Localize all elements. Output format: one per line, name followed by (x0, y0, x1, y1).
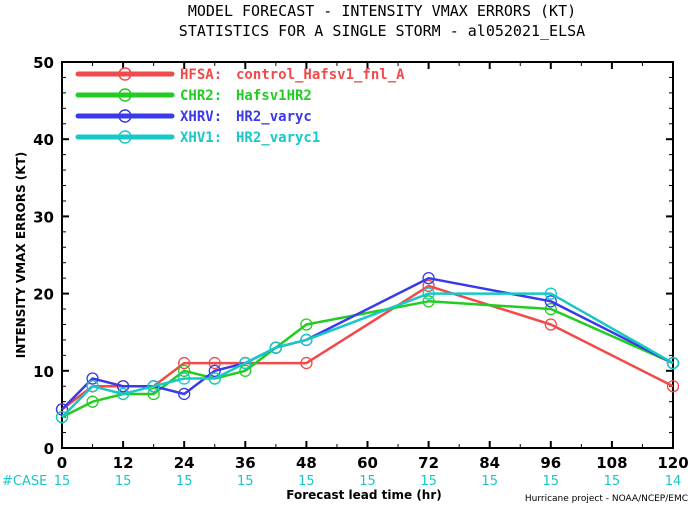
case-count: 15 (298, 474, 315, 489)
credit-text: Hurricane project - NOAA/NCEP/EMC (525, 494, 688, 504)
legend-name: CHR2: (180, 88, 222, 104)
data-point (300, 318, 313, 331)
legend-name: HFSA: (180, 67, 222, 83)
data-point (116, 380, 130, 393)
data-point (239, 356, 252, 370)
data-point (178, 356, 191, 370)
legend-name: XHRV: (180, 109, 222, 125)
legend-name: XHV1: (180, 130, 222, 146)
x-tick-label: 84 (479, 454, 500, 472)
data-point (544, 287, 557, 300)
legend-marker (118, 67, 132, 81)
series-line-hfsa (61, 284, 674, 411)
y-tick-label: 20 (33, 286, 54, 304)
x-tick-label: 36 (235, 454, 256, 472)
data-point (208, 364, 221, 377)
x-tick-label: 72 (418, 454, 439, 472)
legend-entry: CHR2: Hafsv1HR2 (75, 88, 312, 104)
data-point (86, 395, 99, 408)
data-point (55, 403, 69, 416)
plot-frame (61, 61, 674, 449)
data-point (55, 410, 69, 424)
chart-subtitle: STATISTICS FOR A SINGLE STORM - al052021… (179, 22, 585, 40)
case-count: 15 (420, 474, 437, 489)
x-tick-label: 96 (540, 454, 561, 472)
x-tick-label: 120 (657, 454, 688, 472)
data-point (208, 372, 221, 385)
y-tick-label: 30 (33, 208, 54, 226)
case-label: #CASE (2, 474, 47, 489)
data-point (544, 318, 557, 331)
legend-desc: control_Hafsv1_fnl_A (236, 67, 405, 83)
chart-title: MODEL FORECAST - INTENSITY VMAX ERRORS (… (188, 2, 576, 20)
legend-entry: XHV1: HR2_varyc1 (75, 130, 320, 146)
data-point (116, 387, 130, 401)
data-point (239, 364, 252, 377)
data-point (422, 287, 435, 300)
data-point (208, 356, 221, 370)
legend-marker (118, 130, 132, 144)
y-tick-label: 40 (33, 131, 54, 149)
data-point (147, 380, 160, 393)
case-count: 15 (237, 474, 254, 489)
legend-marker (118, 88, 132, 102)
data-point (422, 295, 435, 308)
plot-area: 0 10 20 30 40 50 0 12 24 36 48 60 72 84 96 108 120 HFSA: c… (33, 54, 689, 489)
data-point (544, 302, 557, 316)
data-point (178, 372, 191, 385)
legend-entry: XHRV: HR2_varyc (75, 109, 312, 125)
case-count: 15 (359, 474, 376, 489)
y-tick-label: 10 (33, 363, 54, 381)
data-point (178, 364, 191, 377)
data-point (300, 333, 313, 347)
x-axis-label: Forecast lead time (hr) (286, 488, 442, 502)
x-tick-label: 48 (296, 454, 317, 472)
x-tick-label: 0 (57, 454, 67, 472)
data-point (269, 341, 283, 354)
y-tick-label: 50 (33, 54, 54, 72)
x-tick-label: 24 (174, 454, 195, 472)
data-point (422, 279, 435, 293)
data-point (147, 387, 160, 401)
data-point (666, 380, 680, 393)
y-tick-label: 0 (44, 440, 54, 458)
x-tick-label: 108 (596, 454, 627, 472)
data-point (544, 295, 557, 308)
series-line-xhrv (61, 276, 674, 411)
case-count: 15 (481, 474, 498, 489)
legend-desc: Hafsv1HR2 (236, 88, 312, 104)
legend-marker (118, 109, 132, 123)
case-count: 15 (543, 474, 560, 489)
legend-desc: HR2_varyc (236, 109, 312, 125)
case-count: 15 (115, 474, 132, 489)
data-point (86, 372, 99, 385)
data-point (666, 356, 680, 370)
case-count: 15 (604, 474, 621, 489)
case-count: 15 (176, 474, 193, 489)
data-point (86, 380, 99, 393)
data-point (300, 356, 313, 370)
legend-entry: HFSA: control_Hafsv1_fnl_A (75, 67, 405, 83)
data-point (422, 272, 435, 285)
x-tick-label: 60 (357, 454, 378, 472)
data-point (178, 387, 191, 401)
y-axis-label: INTENSITY VMAX ERRORS (KT) (14, 152, 28, 358)
case-count: 14 (665, 474, 682, 489)
case-count: 15 (54, 474, 71, 489)
legend-desc: HR2_varyc1 (236, 130, 320, 146)
x-tick-label: 12 (113, 454, 134, 472)
